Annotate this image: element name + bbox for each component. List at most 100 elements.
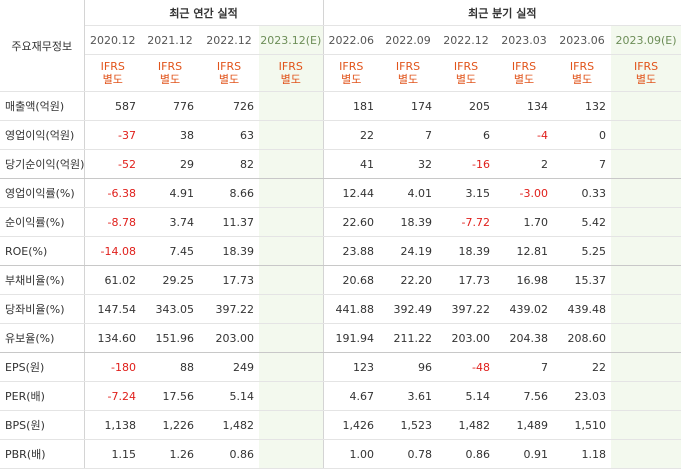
ifrs-label: IFRS 별도 (611, 54, 682, 92)
value-cell: 15.37 (553, 265, 612, 295)
value-cell: 0.86 (437, 439, 496, 469)
value-cell: 397.22 (199, 294, 259, 324)
ifrs-basis-text: 별도 (455, 73, 477, 86)
value-cell: 29.25 (141, 265, 199, 295)
ifrs-basis-text: 별도 (397, 73, 419, 86)
row-label: 부채비율(%) (0, 265, 85, 295)
value-cell: -180 (84, 352, 141, 382)
period-header: 2023.12(E) (259, 25, 324, 55)
value-cell (611, 381, 682, 411)
ifrs-label: IFRS 별도 (437, 54, 496, 92)
value-cell: -3.00 (495, 178, 554, 208)
value-cell: 392.49 (379, 294, 438, 324)
table-row: PER(배) -7.24 17.56 5.14 4.67 3.61 5.14 7.56 23.0… (0, 381, 682, 411)
value-cell: 441.88 (322, 294, 380, 324)
value-cell: 4.67 (322, 381, 380, 411)
value-cell: 17.73 (199, 265, 259, 295)
value-cell: 191.94 (322, 323, 380, 353)
value-cell: 1,482 (199, 410, 259, 440)
period-header: 2023.09(E) (611, 25, 682, 55)
value-cell: 5.14 (437, 381, 496, 411)
ifrs-standard-text: IFRS (633, 60, 659, 73)
value-cell: 22 (322, 120, 380, 150)
period-header: 2022.12 (199, 25, 259, 55)
ifrs-label: IFRS 별도 (84, 54, 141, 92)
value-cell: 1.70 (495, 207, 554, 237)
value-cell (611, 410, 682, 440)
value-cell: 439.48 (553, 294, 612, 324)
ifrs-label: IFRS 별도 (553, 54, 612, 92)
ifrs-label: IFRS 별도 (495, 54, 554, 92)
table-row: PBR(배) 1.15 1.26 0.86 1.00 0.78 0.86 0.91 1.18 (0, 439, 682, 469)
value-cell: 1.18 (553, 439, 612, 469)
value-cell: 17.56 (141, 381, 199, 411)
value-cell: 134.60 (84, 323, 141, 353)
value-cell: -6.38 (84, 178, 141, 208)
value-cell: -7.24 (84, 381, 141, 411)
value-cell: 1.00 (322, 439, 380, 469)
row-label: 유보율(%) (0, 323, 85, 353)
row-label: 영업이익률(%) (0, 178, 85, 208)
table-row: 당좌비율(%) 147.54 343.05 397.22 441.88 392.49 397… (0, 294, 682, 324)
value-cell: 203.00 (437, 323, 496, 353)
value-cell: 7.56 (495, 381, 554, 411)
value-cell: -4 (495, 120, 554, 150)
value-cell (611, 439, 682, 469)
value-cell: 18.39 (437, 236, 496, 266)
row-label: PBR(배) (0, 439, 85, 469)
row-label: 당좌비율(%) (0, 294, 85, 324)
ifrs-standard-text: IFRS (339, 60, 364, 73)
value-cell: 123 (322, 352, 380, 382)
value-cell: 208.60 (553, 323, 612, 353)
value-cell: 5.25 (553, 236, 612, 266)
ifrs-basis-text: 별도 (218, 73, 240, 86)
value-cell (259, 207, 324, 237)
value-cell (611, 178, 682, 208)
value-cell: -52 (84, 149, 141, 179)
value-cell: 2 (495, 149, 554, 179)
value-cell: 23.88 (322, 236, 380, 266)
value-cell (259, 236, 324, 266)
value-cell: 181 (322, 91, 380, 121)
value-cell: 211.22 (379, 323, 438, 353)
value-cell: 24.19 (379, 236, 438, 266)
value-cell: -7.72 (437, 207, 496, 237)
table-row: 당기순이익(억원) -52 29 82 41 32 -16 2 7 (0, 149, 682, 179)
ifrs-label: IFRS 별도 (141, 54, 199, 92)
value-cell (259, 294, 324, 324)
group-header-row: 주요재무정보 최근 연간 실적 최근 분기 실적 (0, 0, 682, 92)
value-cell: 3.15 (437, 178, 496, 208)
table-row: EPS(원) -180 88 249 123 96 -48 7 22 (0, 352, 682, 382)
ifrs-standard-text: IFRS (453, 60, 479, 73)
value-cell: 6 (437, 120, 496, 150)
ifrs-basis-text: 별도 (341, 73, 362, 86)
value-cell: 4.91 (141, 178, 199, 208)
value-cell: 3.61 (379, 381, 438, 411)
value-cell (611, 236, 682, 266)
table-row: 순이익률(%) -8.78 3.74 11.37 22.60 18.39 -7.72 1.70… (0, 207, 682, 237)
value-cell: 151.96 (141, 323, 199, 353)
value-cell (259, 410, 324, 440)
value-cell: 23.03 (553, 381, 612, 411)
value-cell: 29 (141, 149, 199, 179)
value-cell: 3.74 (141, 207, 199, 237)
value-cell: 20.68 (322, 265, 380, 295)
value-cell: 204.38 (495, 323, 554, 353)
value-cell (259, 265, 324, 295)
value-cell (611, 323, 682, 353)
value-cell: 1.15 (84, 439, 141, 469)
value-cell: 147.54 (84, 294, 141, 324)
row-label: 순이익률(%) (0, 207, 85, 237)
row-label: ROE(%) (0, 236, 85, 266)
value-cell: -37 (84, 120, 141, 150)
value-cell: 4.01 (379, 178, 438, 208)
value-cell: 1,489 (495, 410, 554, 440)
ifrs-label: IFRS 별도 (379, 54, 438, 92)
value-cell: 0.78 (379, 439, 438, 469)
row-label: 매출액(억원) (0, 91, 85, 121)
period-header: 2020.12 (84, 25, 141, 55)
value-cell (259, 120, 324, 150)
value-cell: 22 (553, 352, 612, 382)
value-cell (259, 381, 324, 411)
ifrs-standard-text: IFRS (157, 60, 183, 73)
